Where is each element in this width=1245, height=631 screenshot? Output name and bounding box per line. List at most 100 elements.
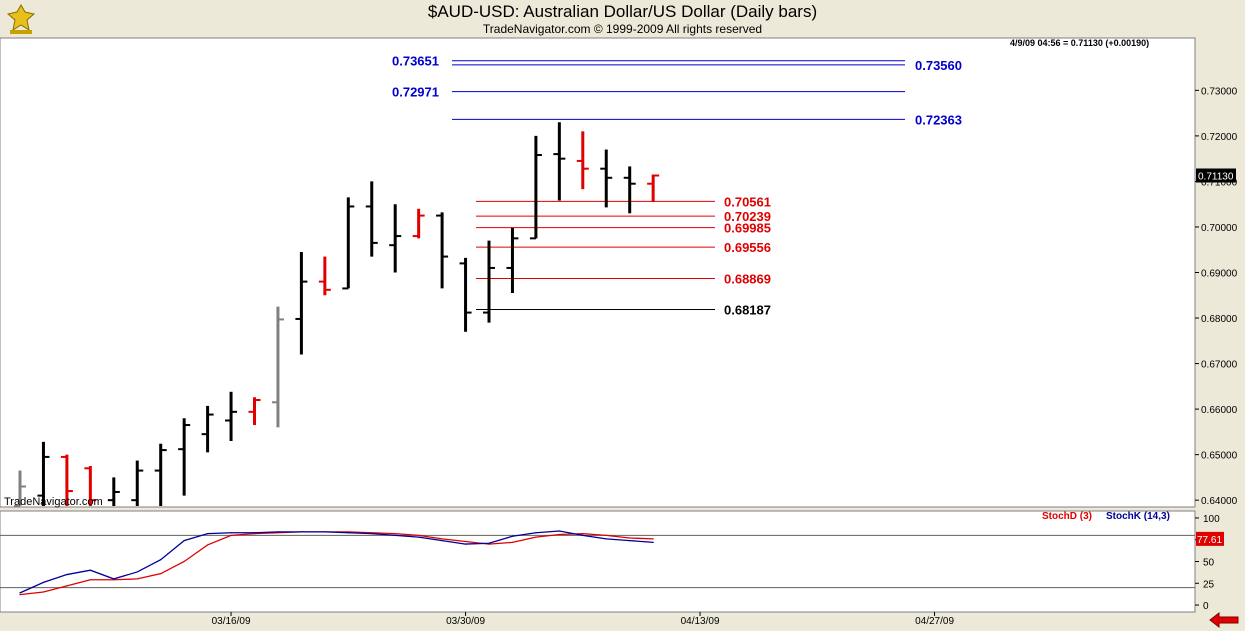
ohlc-bar — [107, 477, 120, 506]
level-label: 0.70561 — [724, 194, 771, 209]
indicator-point — [629, 540, 631, 542]
indicator-axis-tick-label: 100 — [1203, 514, 1220, 525]
indicator-point — [558, 530, 560, 532]
indicator-point — [230, 534, 232, 536]
indicator-point — [371, 533, 373, 535]
price-panel — [0, 37, 1196, 508]
x-axis-tick-label: 03/16/09 — [212, 616, 251, 627]
level-label: 0.72971 — [392, 85, 439, 100]
ohlc-bar — [553, 122, 566, 201]
copyright-subtitle: TradeNavigator.com © 1999-2009 All right… — [482, 22, 763, 36]
indicator-point — [253, 532, 256, 534]
ohlc-bar — [131, 460, 144, 506]
last-price-label: 0.71130 — [1198, 172, 1234, 183]
indicator-point — [19, 593, 21, 596]
indicator-point — [558, 533, 560, 536]
price-axis-tick-label: 0.68000 — [1201, 314, 1238, 325]
indicator-point — [183, 560, 185, 563]
indicator-point — [207, 544, 209, 546]
ohlc-bar — [576, 131, 589, 190]
price-axis-tick-label: 0.69000 — [1201, 269, 1238, 280]
indicator-point — [160, 559, 162, 561]
ohlc-bar — [600, 149, 613, 208]
indicator-point — [394, 534, 396, 536]
ohlc-bar — [154, 443, 167, 506]
indicator-point — [605, 538, 607, 540]
ohlc-bar — [342, 197, 355, 290]
indicator-point — [582, 533, 584, 535]
ohlc-bar — [201, 405, 214, 453]
ohlc-bar — [248, 397, 261, 426]
indicator-point — [582, 534, 584, 536]
price-axis-tick-label: 0.71000 — [1201, 177, 1238, 188]
last-price-marker — [1196, 168, 1236, 183]
indicator-axis-tick-label: 50 — [1203, 558, 1215, 569]
indicator-point — [605, 534, 607, 536]
ohlc-bar — [14, 470, 26, 507]
indicator-panel — [0, 510, 1196, 613]
ohlc-bar — [295, 252, 308, 355]
level-label: 0.73651 — [392, 54, 439, 69]
scroll-left-arrow-icon[interactable] — [1209, 612, 1239, 628]
watermark: TradeNavigator.com — [4, 496, 103, 508]
indicator-point — [511, 541, 514, 543]
indicator-point — [160, 573, 162, 575]
ohlc-bar — [529, 135, 542, 240]
ohlc-bar — [225, 391, 238, 441]
indicator-point — [535, 536, 537, 538]
indicator-point — [89, 569, 91, 571]
x-axis-tick-label: 03/30/09 — [446, 616, 485, 627]
price-axis-tick-label: 0.73000 — [1201, 86, 1238, 97]
indicator-layer — [0, 530, 1195, 596]
indicator-point — [42, 591, 45, 593]
indicator-point — [19, 592, 21, 594]
level-label: 0.68187 — [724, 303, 771, 318]
price-axis-tick-label: 0.65000 — [1201, 451, 1238, 462]
legend-stochk: StochK (14,3) — [1106, 511, 1170, 522]
indicator-point — [464, 540, 467, 543]
ohlc-bar — [412, 208, 425, 239]
indicator-point — [183, 540, 185, 542]
x-axis-tick-label: 04/27/09 — [915, 616, 954, 627]
ohlc-bar — [389, 204, 402, 273]
x-axis-tick-label: 04/13/09 — [681, 616, 720, 627]
chart-title: $AUD-USD: Australian Dollar/US Dollar (D… — [427, 2, 818, 21]
indicator-point — [488, 542, 490, 544]
indicator-point — [652, 538, 654, 540]
indicator-point — [535, 532, 537, 534]
level-label: 0.69985 — [724, 221, 771, 236]
ohlc-bar — [178, 418, 191, 496]
indicator-point — [629, 537, 631, 539]
indicator-point — [66, 573, 68, 576]
indicator-point — [441, 540, 443, 542]
ohlc-bar — [436, 212, 449, 289]
quote-readout: 4/9/09 04:56 = 0.71130 (+0.00190) — [1010, 38, 1149, 48]
indicator-point — [464, 543, 467, 545]
ohlc-bar — [623, 166, 636, 214]
price-axis-tick-label: 0.72000 — [1201, 132, 1238, 143]
ohlc-bar — [459, 257, 472, 332]
indicator-point — [511, 535, 514, 537]
indicator-series-line — [19, 530, 654, 594]
indicator-point — [441, 538, 443, 540]
ohlc-bar — [60, 454, 73, 506]
indicator-point — [300, 531, 302, 533]
ohlc-bar — [271, 306, 284, 428]
ohlc-bar — [365, 181, 378, 257]
level-label: 0.69556 — [724, 240, 771, 255]
ohlc-bar — [84, 466, 97, 506]
indicator-point — [136, 578, 138, 580]
level-label: 0.72363 — [915, 112, 962, 127]
stoch-last-value-label: 77.61 — [1197, 535, 1222, 546]
ohlc-bar — [647, 174, 660, 202]
ohlc-bar — [37, 441, 50, 506]
price-axis-tick-label: 0.66000 — [1201, 405, 1238, 416]
indicator-point — [136, 571, 138, 573]
ohlc-bar — [318, 256, 331, 296]
indicator-point — [89, 579, 91, 581]
indicator-point — [418, 534, 420, 536]
level-label: 0.68869 — [724, 271, 771, 286]
price-axis-tick-label: 0.64000 — [1201, 496, 1238, 507]
indicator-point — [652, 541, 654, 543]
